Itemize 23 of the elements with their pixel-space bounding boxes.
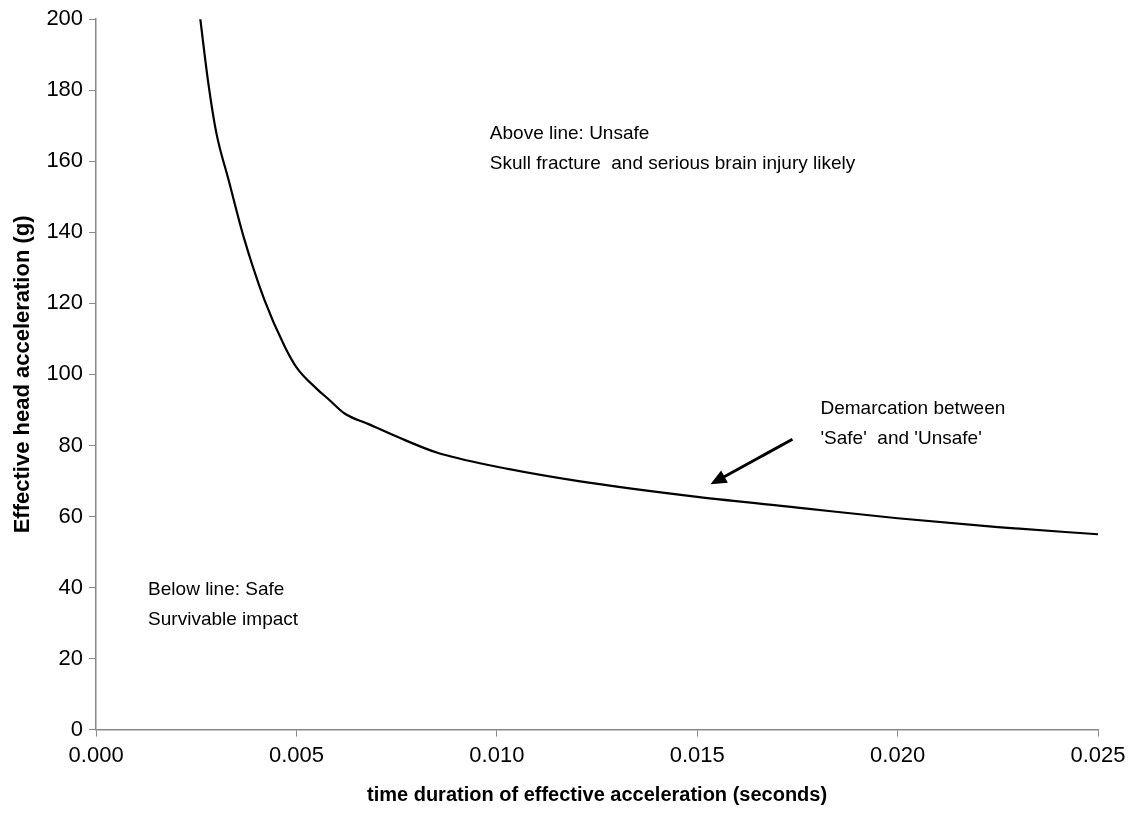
y-tick-label: 40 bbox=[58, 573, 84, 599]
annotation: Demarcation between 'Safe' and 'Unsafe' bbox=[820, 397, 1006, 448]
y-tick-label: 120 bbox=[46, 289, 84, 315]
y-axis-title: Effective head acceleration (g) bbox=[9, 215, 35, 534]
y-tick-label: 180 bbox=[46, 76, 84, 102]
y-tick-label: 140 bbox=[46, 218, 84, 244]
x-axis-title: time duration of effective acceleration (seconds) bbox=[366, 782, 828, 805]
line-series bbox=[199, 19, 1098, 536]
x-tick-label: 0.020 bbox=[870, 741, 926, 767]
x-tick-label: 0.005 bbox=[268, 741, 325, 767]
x-tick-label: 0.025 bbox=[1070, 741, 1126, 767]
x-tick-label: 0.000 bbox=[68, 741, 124, 767]
y-tick-label: 160 bbox=[46, 147, 84, 173]
y-tick-label: 80 bbox=[58, 431, 84, 457]
y-tick-label: 100 bbox=[46, 360, 84, 386]
y-tick-label: 200 bbox=[46, 5, 84, 31]
x-tick-label: 0.010 bbox=[469, 741, 525, 767]
y-tick-label: 0 bbox=[70, 715, 84, 741]
annotation: Below line: Safe Survivable impact bbox=[148, 578, 299, 630]
y-tick-label: 60 bbox=[58, 502, 84, 528]
y-tick-label: 20 bbox=[58, 644, 84, 670]
x-tick-label: 0.015 bbox=[669, 741, 725, 767]
annotation: Above line: Unsafe Skull fracture and serious brain injury likely bbox=[489, 121, 856, 173]
